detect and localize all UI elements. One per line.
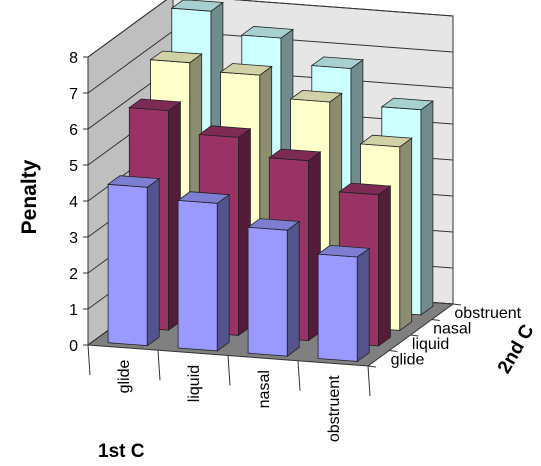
y-tick-label: 8 (69, 50, 78, 67)
bar (316, 244, 371, 363)
bar-top-face (316, 244, 371, 258)
y-tick-label: 1 (69, 302, 78, 319)
bar-top-face (176, 191, 231, 204)
y-tick-label: 7 (69, 86, 78, 103)
bar-top-face (240, 25, 295, 39)
x-tick-label: liquid (186, 365, 203, 402)
z-tick-label: glide (391, 351, 425, 368)
bar-front-face (107, 183, 148, 347)
bar (246, 218, 301, 357)
x-tick-mark (87, 344, 91, 376)
x-tick-mark (157, 350, 161, 381)
y-tick-label: 0 (69, 338, 78, 355)
z-tick-mark (452, 303, 462, 306)
bar-top-face (219, 63, 273, 76)
z-tick-label: nasal (433, 320, 471, 337)
bar-top-face (359, 134, 413, 148)
bar-top-face (149, 50, 203, 64)
z-tick-mark (431, 319, 440, 321)
bar-side-face (286, 220, 300, 357)
x-tick-label: nasal (256, 370, 273, 408)
bar-side-face (420, 100, 434, 316)
y-tick-label: 5 (69, 158, 78, 175)
bar-top-face (198, 125, 252, 138)
x-tick-label: glide (116, 360, 133, 394)
z-tick-label: obstruent (454, 305, 521, 322)
x-tick-mark (297, 360, 301, 391)
x-tick-label: obstruent (326, 375, 343, 442)
x-tick-mark (367, 365, 371, 397)
z-tick-mark (367, 365, 377, 368)
bar-top-face (268, 148, 322, 162)
bar-top-face (310, 56, 365, 69)
gridline (87, 0, 454, 58)
bar-front-face (247, 226, 288, 357)
bars (106, 0, 435, 363)
z-axis-title: 2nd C (494, 321, 539, 377)
y-tick-label: 2 (69, 266, 78, 283)
z-tick-mark (389, 350, 398, 352)
bar (106, 175, 161, 347)
y-axis-title: Penalty (18, 159, 41, 234)
bar-top-face (289, 89, 343, 103)
bar-side-face (216, 193, 230, 352)
bar (176, 191, 231, 352)
bar-top-face (128, 98, 182, 112)
bar-side-face (378, 185, 391, 347)
bar-front-face (317, 253, 358, 362)
z-tick-label: liquid (412, 336, 449, 353)
y-tick-label: 4 (69, 194, 78, 211)
bar-side-face (146, 177, 160, 347)
bar-top-face (106, 175, 161, 188)
bar-top-face (246, 218, 301, 231)
bar-side-face (356, 247, 370, 363)
bar-side-face (399, 137, 413, 332)
y-tick-label: 3 (69, 230, 78, 247)
bar-top-face (380, 97, 435, 111)
y-tick-label: 6 (69, 122, 78, 139)
x-axis-title: 1st C (98, 441, 145, 462)
bar-top-face (170, 0, 225, 12)
x-tick-mark (227, 355, 231, 386)
bar-front-face (177, 199, 218, 352)
z-tick-mark (410, 334, 419, 337)
bar-top-face (338, 182, 392, 196)
